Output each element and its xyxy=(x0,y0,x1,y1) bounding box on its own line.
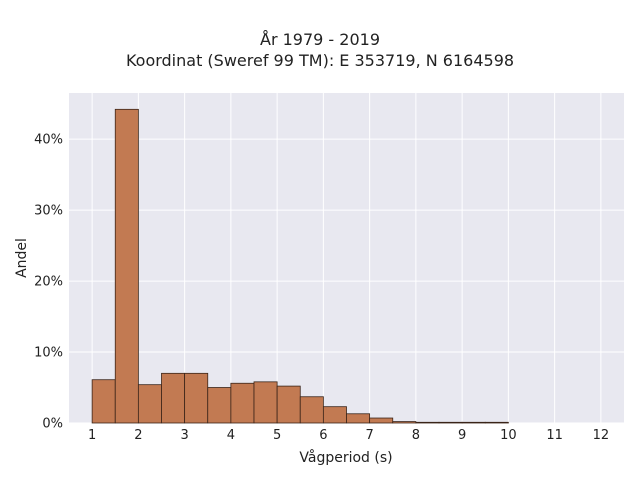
histogram-bar xyxy=(369,417,394,424)
histogram-bar xyxy=(484,421,509,424)
histogram-bar xyxy=(114,108,139,424)
chart-subtitle: Koordinat (Sweref 99 TM): E 353719, N 61… xyxy=(125,51,515,70)
x-tick-label: 12 xyxy=(593,428,610,443)
y-tick-label: 40% xyxy=(34,133,63,148)
x-tick-label: 7 xyxy=(365,428,373,443)
x-tick-label: 3 xyxy=(180,428,188,443)
histogram-bar xyxy=(415,421,440,424)
x-tick-label: 6 xyxy=(319,428,327,443)
histogram-bar xyxy=(276,385,301,424)
y-tick-label: 20% xyxy=(34,275,63,290)
y-tick-label: 0% xyxy=(42,417,63,432)
plot-area xyxy=(69,93,624,423)
x-tick-label: 2 xyxy=(134,428,142,443)
y-axis-label: Andel xyxy=(14,238,30,278)
histogram-bar xyxy=(91,379,116,424)
x-tick-label: 5 xyxy=(273,428,281,443)
histogram-bar xyxy=(230,382,255,424)
histogram-bar xyxy=(392,421,417,424)
x-tick-label: 10 xyxy=(500,428,517,443)
x-tick-label: 11 xyxy=(546,428,563,443)
x-tick-label: 1 xyxy=(88,428,96,443)
x-tick-label: 4 xyxy=(227,428,235,443)
x-tick-label: 9 xyxy=(458,428,466,443)
x-tick-label: 8 xyxy=(412,428,420,443)
histogram-bar xyxy=(461,421,486,424)
histogram-bar xyxy=(161,372,186,424)
chart-title: År 1979 - 2019 xyxy=(260,30,380,49)
histogram-bar xyxy=(299,396,324,424)
y-tick-label: 30% xyxy=(34,204,63,219)
histogram-bar xyxy=(253,381,278,424)
histogram-bar xyxy=(137,384,162,424)
y-tick-label: 10% xyxy=(34,346,63,361)
histogram-bar xyxy=(438,421,463,424)
histogram-bar xyxy=(322,406,347,424)
x-axis-label: Vågperiod (s) xyxy=(299,449,392,466)
histogram-bar xyxy=(346,413,371,424)
histogram-bar xyxy=(184,372,209,424)
histogram-bar xyxy=(207,387,232,424)
